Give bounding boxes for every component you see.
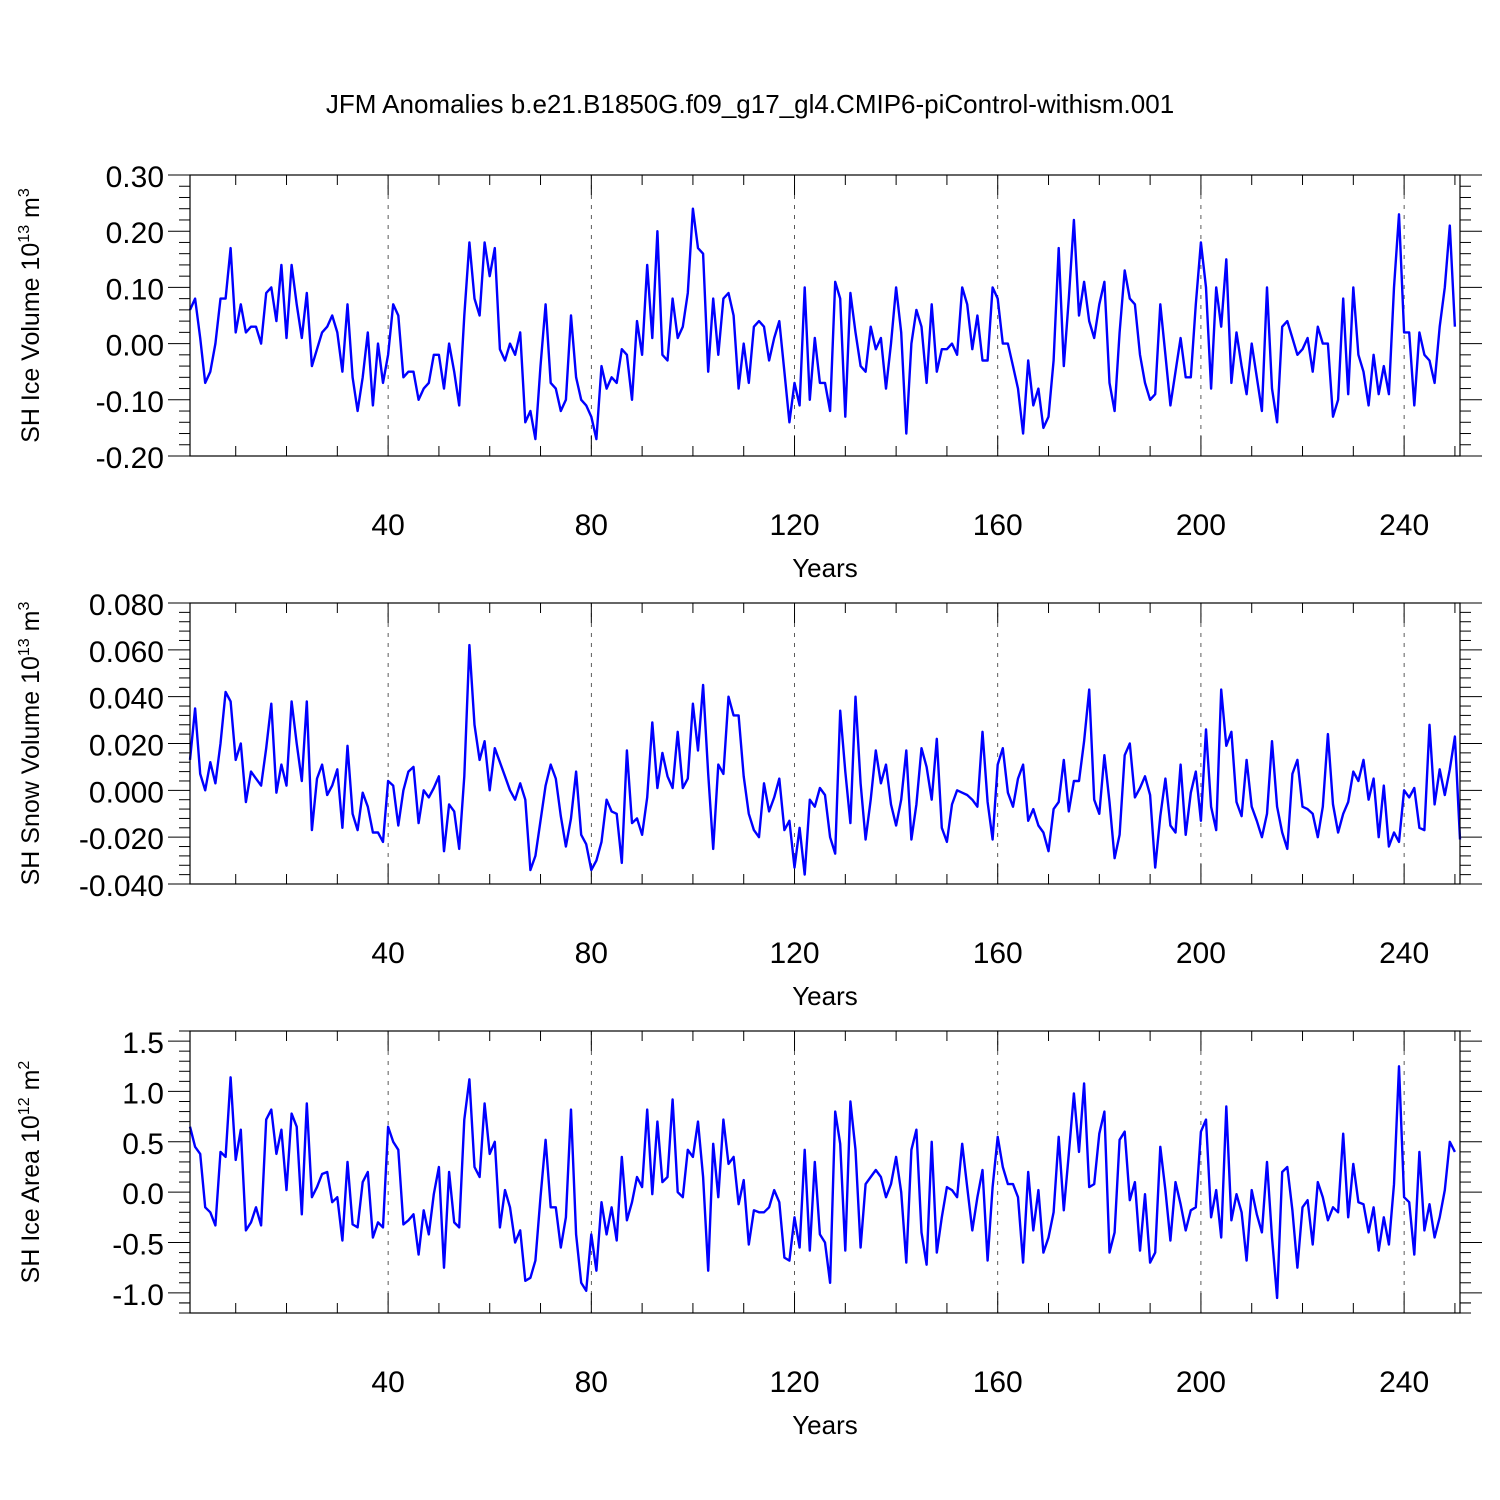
- x-tick-label: 120: [769, 937, 819, 970]
- x-axis-title: Years: [792, 981, 858, 1011]
- y-tick-label: 0.5: [122, 1128, 164, 1161]
- panel-2: -0.040 -0.020 0.000 0.020 0.040 0.060 0.080 40 8…: [16, 589, 1482, 1011]
- x-tick-label: 120: [769, 509, 819, 542]
- y-tick-label: 0.20: [106, 217, 164, 250]
- y-tick-label: -0.5: [112, 1229, 164, 1262]
- y-tick-label: 0.10: [106, 273, 164, 306]
- plot-frame: [189, 602, 1461, 885]
- x-tick-label: 40: [371, 937, 404, 970]
- y-tick-label: -0.20: [96, 442, 164, 475]
- x-tick-label: 240: [1379, 509, 1429, 542]
- x-tick-label: 160: [973, 1366, 1023, 1399]
- x-tick-label: 40: [371, 1366, 404, 1399]
- x-tick-label: 160: [973, 509, 1023, 542]
- y-tick-label: 0.0: [122, 1178, 164, 1211]
- y-tick-label: 1.5: [122, 1027, 164, 1060]
- y-tick-label: 0.30: [106, 161, 164, 194]
- y-tick-label: 0.060: [89, 636, 164, 669]
- y-tick-label: 0.080: [89, 589, 164, 622]
- series-line: [188, 207, 1457, 441]
- y-tick-label: -1.0: [112, 1279, 164, 1312]
- x-tick-label: 120: [769, 1366, 819, 1399]
- x-tick-label: 160: [973, 937, 1023, 970]
- panel-1: -0.20 -0.10 0.00 0.10 0.20 0.30 40 80 120 160 200 2…: [16, 161, 1482, 583]
- y-tick-label: -0.10: [96, 386, 164, 419]
- plot-frame: [189, 1030, 1461, 1314]
- x-tick-label: 200: [1176, 509, 1226, 542]
- x-tick-label: 200: [1176, 1366, 1226, 1399]
- y-axis-title: SH Ice Area 1012 m2: [16, 1061, 45, 1284]
- x-tick-label: 240: [1379, 937, 1429, 970]
- chart-title: JFM Anomalies b.e21.B1850G.f09_g17_gl4.C…: [326, 89, 1174, 119]
- y-tick-label: -0.020: [79, 823, 164, 856]
- x-tick-label: 80: [575, 509, 608, 542]
- x-tick-label: 40: [371, 509, 404, 542]
- panel-3: -1.0 -0.5 0.0 0.5 1.0 1.5 40 80 120 160 200 240 Year…: [16, 1027, 1482, 1440]
- y-tick-label: 0.040: [89, 683, 164, 716]
- x-tick-label: 80: [575, 1366, 608, 1399]
- y-tick-label: 0.000: [89, 776, 164, 809]
- x-tick-label: 200: [1176, 937, 1226, 970]
- y-axis-title: SH Snow Volume 1013 m3: [16, 602, 45, 886]
- y-tick-label: -0.040: [79, 870, 164, 903]
- series-line: [188, 643, 1462, 876]
- x-tick-label: 80: [575, 937, 608, 970]
- y-tick-label: 1.0: [122, 1077, 164, 1110]
- y-axis-title: SH Ice Volume 1013 m3: [16, 188, 45, 443]
- series-line: [188, 1065, 1456, 1300]
- y-tick-label: 0.00: [106, 330, 164, 363]
- x-tick-label: 240: [1379, 1366, 1429, 1399]
- x-axis-title: Years: [792, 1410, 858, 1440]
- x-axis-title: Years: [792, 553, 858, 583]
- y-tick-label: 0.020: [89, 730, 164, 763]
- plot-frame: [189, 174, 1461, 457]
